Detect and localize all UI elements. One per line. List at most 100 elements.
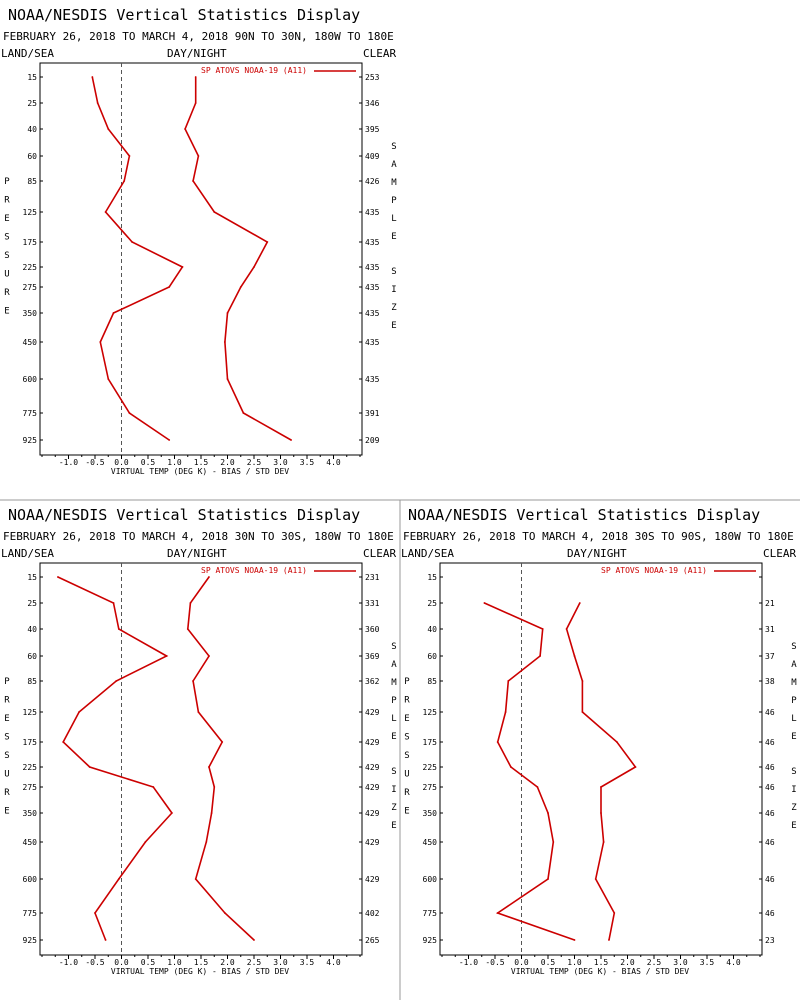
std-dev-series-point: [194, 76, 197, 78]
x-tick-label: 1.0: [167, 458, 182, 467]
x-tick-label: 3.5: [300, 958, 315, 967]
std-dev-series-point: [189, 602, 192, 604]
bias-series-point: [573, 939, 576, 941]
sample-size-label: 21: [765, 599, 775, 608]
size-axis-letter: Z: [791, 803, 797, 813]
bias-series-point: [88, 766, 91, 768]
bias-series-point: [547, 812, 549, 814]
bias-series-point: [117, 878, 120, 880]
sample-size-label: 435: [365, 263, 380, 272]
pressure-tick-label: 600: [23, 875, 38, 884]
pressure-tick-label: 125: [23, 708, 38, 717]
x-tick-label: 2.0: [220, 958, 235, 967]
x-tick-label: 3.0: [273, 958, 288, 967]
chart-panel-1: NOAA/NESDIS Vertical Statistics Display F…: [1, 6, 397, 476]
sample-size-label: 435: [365, 238, 380, 247]
bias-series-point: [99, 341, 102, 343]
sample-size-label: 209: [365, 436, 380, 445]
pressure-tick-label: 60: [427, 652, 437, 661]
std-dev-series-point: [192, 180, 194, 182]
header-land-sea: LAND/SEA: [1, 547, 54, 560]
bias-series-point: [57, 576, 59, 578]
sample-axis-letter: P: [391, 196, 397, 206]
bias-series-point: [483, 602, 486, 604]
pressure-axis-letter: S: [404, 751, 409, 761]
pressure-tick-label: 125: [423, 708, 438, 717]
sample-axis-letter: M: [791, 678, 797, 688]
bias-series-point: [144, 841, 147, 843]
std-dev-series-point: [194, 878, 197, 880]
header-clear: CLEAR: [363, 547, 396, 560]
bias-series-point: [510, 766, 512, 768]
pressure-axis-letter: S: [4, 233, 9, 243]
x-tick-label: 1.0: [167, 958, 182, 967]
bias-series-point: [507, 680, 510, 682]
bias-series-point: [168, 286, 171, 288]
std-dev-series-point: [253, 939, 255, 941]
std-dev-series-point: [223, 341, 226, 343]
x-tick-label: 3.0: [673, 958, 688, 967]
std-dev-series-point: [608, 939, 610, 941]
pressure-axis-letter: P: [4, 177, 10, 187]
chart-title: NOAA/NESDIS Vertical Statistics Display: [408, 506, 760, 524]
pressure-axis-letter: U: [4, 770, 9, 780]
pressure-tick-label: 15: [27, 573, 37, 582]
chart-subtitle: FEBRUARY 26, 2018 TO MARCH 4, 2018 30S T…: [403, 530, 794, 543]
x-tick-label: 3.5: [300, 458, 315, 467]
std-dev-series-point: [242, 412, 245, 414]
pressure-tick-label: 60: [27, 652, 37, 661]
sample-axis-letter: L: [791, 714, 796, 724]
sample-axis-letter: E: [791, 732, 796, 742]
pressure-tick-label: 85: [27, 677, 37, 686]
x-tick-label: 0.0: [514, 958, 529, 967]
std-dev-series-line: [565, 602, 637, 941]
x-tick-label: 1.5: [594, 958, 609, 967]
x-tick-label: 2.0: [220, 458, 235, 467]
sample-size-label: 46: [765, 783, 775, 792]
std-dev-series-point: [266, 241, 269, 243]
x-axis-label: VIRTUAL TEMP (DEG K) - BIAS / STD DEV: [111, 467, 289, 476]
pressure-tick-label: 40: [27, 625, 37, 634]
pressure-axis-letter: S: [4, 733, 9, 743]
sample-size-label: 409: [365, 152, 380, 161]
pressure-axis-letter: E: [4, 714, 9, 724]
size-axis-letter: I: [391, 785, 396, 795]
std-dev-series-point: [223, 912, 226, 914]
bias-series-point: [547, 878, 549, 880]
pressure-axis-letter: R: [404, 788, 410, 798]
sample-size-label: 31: [765, 625, 775, 634]
std-dev-series-point: [194, 102, 197, 104]
std-dev-series-point: [581, 711, 584, 713]
chart-subtitle: FEBRUARY 26, 2018 TO MARCH 4, 2018 90N T…: [3, 30, 394, 43]
sample-axis-letter: E: [391, 732, 396, 742]
header-clear: CLEAR: [763, 547, 796, 560]
x-axis-label: VIRTUAL TEMP (DEG K) - BIAS / STD DEV: [111, 967, 289, 976]
chart-panel-3: NOAA/NESDIS Vertical Statistics Display F…: [401, 506, 797, 976]
sample-axis-letter: L: [391, 214, 396, 224]
sample-axis-letter: S: [391, 142, 396, 152]
bias-series-point: [539, 655, 541, 657]
bias-series-point: [104, 211, 107, 213]
pressure-tick-label: 350: [423, 809, 438, 818]
pressure-tick-label: 225: [23, 763, 38, 772]
std-dev-series-point: [226, 378, 229, 380]
sample-size-label: 395: [365, 125, 380, 134]
std-dev-series-point: [613, 912, 616, 914]
x-tick-label: 2.5: [647, 958, 662, 967]
sample-size-label: 46: [765, 708, 775, 717]
bias-series-point: [112, 312, 115, 314]
bias-series-point: [552, 841, 555, 843]
bias-series-point: [62, 741, 65, 743]
sample-axis-letter: S: [791, 642, 796, 652]
pressure-axis-letter: S: [4, 251, 9, 261]
bias-series-point: [152, 786, 155, 788]
size-axis-letter: S: [391, 767, 396, 777]
header-land-sea: LAND/SEA: [401, 547, 454, 560]
std-dev-series-point: [226, 312, 229, 314]
bias-series-point: [96, 102, 99, 104]
pressure-tick-label: 775: [23, 409, 38, 418]
x-tick-label: 2.0: [620, 958, 635, 967]
size-axis-letter: E: [391, 321, 396, 331]
plot-frame: [39, 562, 363, 956]
